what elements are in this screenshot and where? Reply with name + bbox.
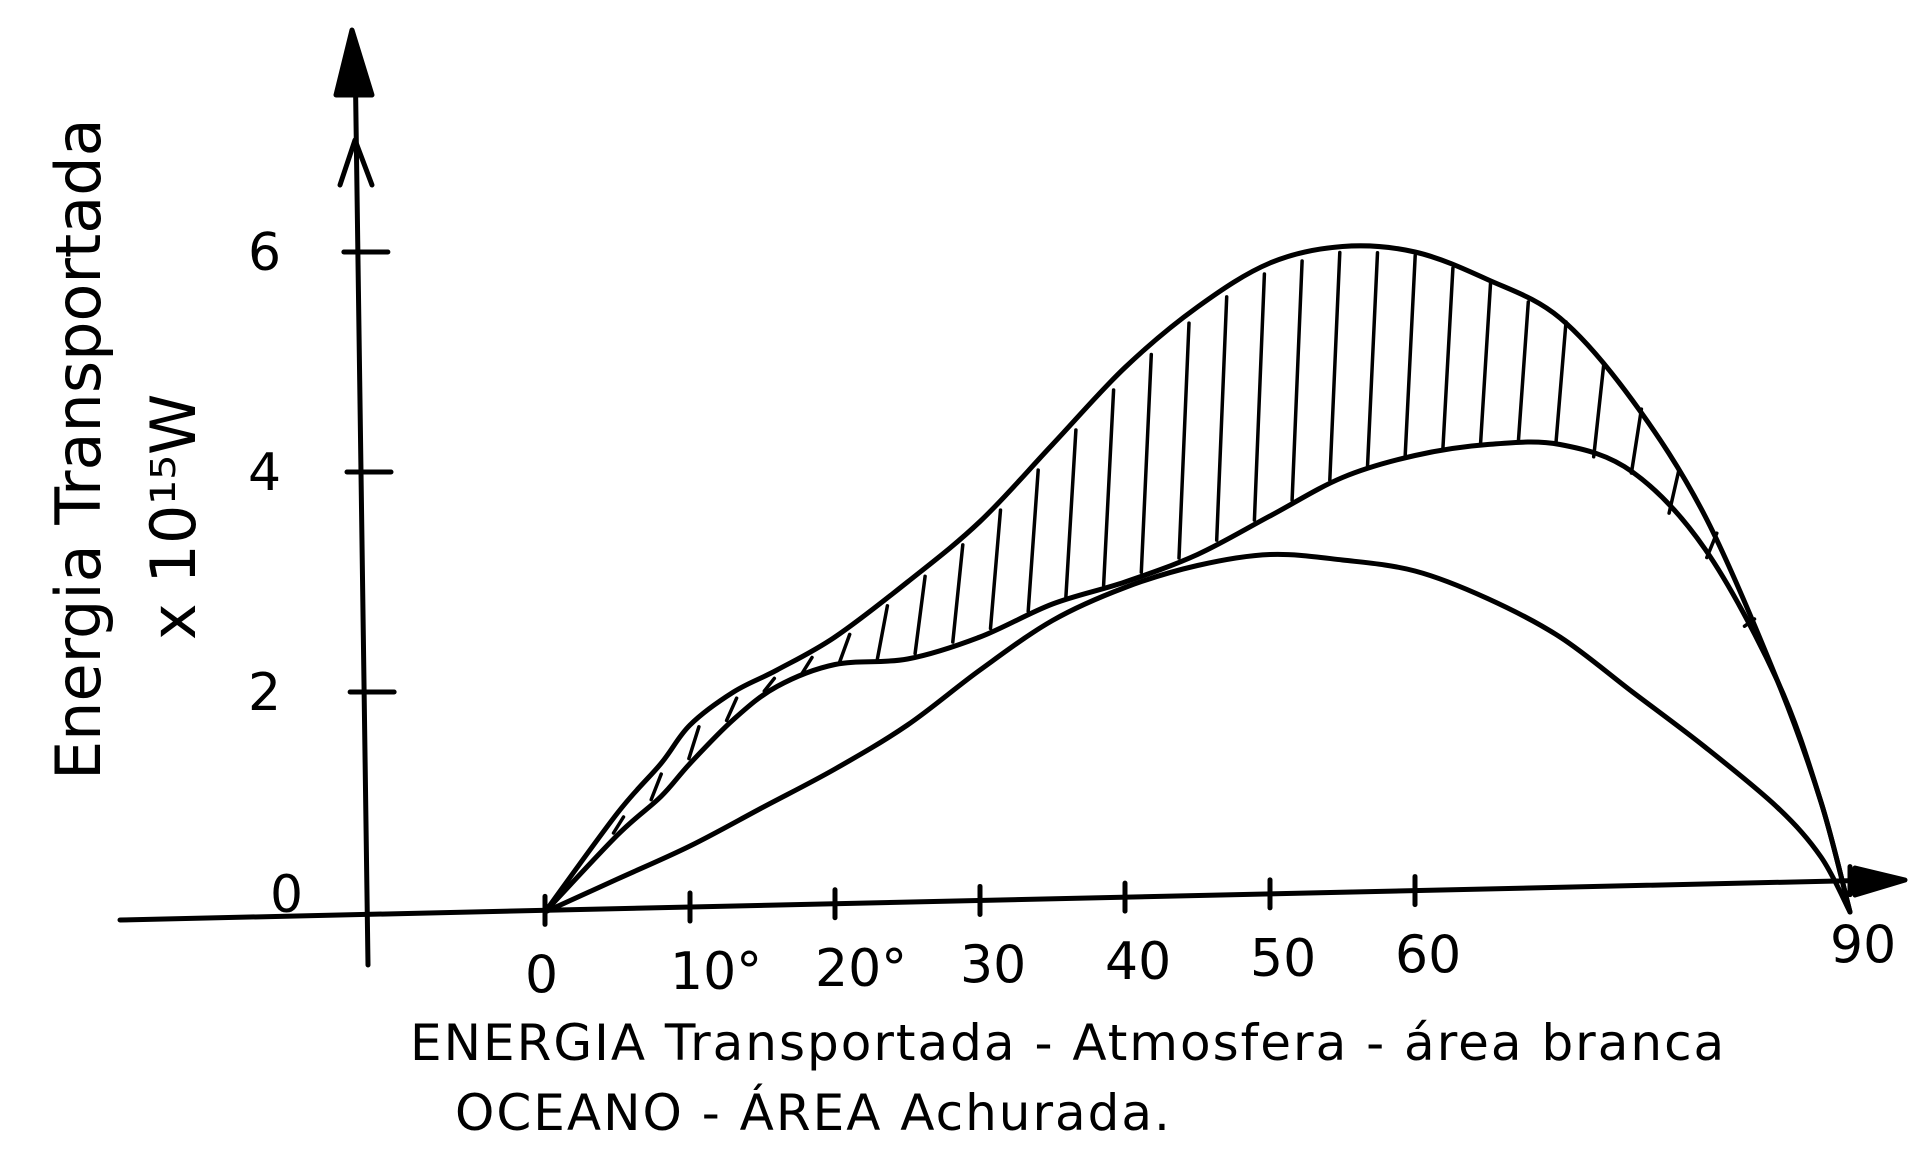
hatch-line	[1403, 253, 1417, 458]
hatch-line	[1139, 352, 1154, 575]
y-tick-label: 2	[248, 663, 281, 723]
x-tick-label: 10°	[670, 942, 762, 1002]
hatch-line	[1365, 250, 1380, 469]
hatch-line	[1214, 295, 1229, 542]
hatch-line	[837, 632, 852, 664]
atmosphere-boundary-curve	[542, 439, 1853, 915]
hatch-line	[800, 655, 814, 676]
hatch-line	[762, 676, 777, 693]
hatch-line	[1591, 363, 1606, 459]
hatch-line	[1252, 272, 1267, 522]
x-tick-label: 60	[1395, 926, 1461, 986]
hatch-line	[875, 604, 890, 661]
hatch-line	[724, 696, 739, 723]
y-axis-second-arrow-icon	[337, 137, 375, 188]
hatch-line	[1554, 320, 1568, 445]
x-tick-label: 40	[1105, 932, 1171, 992]
hatch-line	[1516, 300, 1531, 445]
hatch-line	[1441, 266, 1455, 451]
hatch-line	[1177, 321, 1191, 560]
x-axis	[117, 877, 1883, 923]
y-ticks: 0 2 4 6	[248, 223, 397, 925]
series-curves	[542, 243, 1853, 915]
hatch-line	[913, 574, 927, 656]
caption-line2: OCEANO - ÁREA Achurada.	[455, 1083, 1172, 1142]
y-axis-label: Energia Transportada x 10¹⁵W	[42, 118, 210, 780]
x-tick-label: 0	[525, 945, 558, 1005]
hatch-line	[1101, 388, 1116, 588]
y-axis-label-line1: Energia Transportada	[42, 118, 115, 780]
hatch-line	[1064, 428, 1078, 599]
hatch-line	[988, 508, 1003, 631]
hatch-line	[1478, 280, 1493, 445]
x-tick-label: 20°	[815, 939, 907, 999]
hatch-line	[687, 725, 701, 761]
hatch-line	[649, 772, 663, 802]
x-tick-label: 50	[1250, 929, 1316, 989]
caption-line1: ENERGIA Transportada - Atmosfera - área …	[410, 1014, 1726, 1072]
y-axis-label-line2: x 10¹⁵W	[137, 394, 210, 640]
x-ticks: 0 10° 20° 30 40 50 60 90	[525, 864, 1896, 1005]
x-tick-label: 30	[960, 935, 1026, 995]
hatch-line	[951, 543, 965, 644]
hatch-line	[1290, 259, 1304, 502]
total-transport-curve	[542, 243, 1853, 915]
hatch-line	[1328, 250, 1342, 482]
lower-curve	[542, 551, 1853, 915]
y-axis-arrow-icon	[333, 27, 375, 98]
y-tick-label: 0	[270, 865, 303, 925]
y-tick-label: 4	[248, 443, 281, 503]
hatch-line	[1629, 407, 1644, 475]
hatch-line	[1026, 468, 1040, 613]
ocean-hatched-area	[611, 250, 1757, 835]
y-axis	[352, 47, 371, 968]
hatch-line	[611, 815, 626, 835]
x-axis-arrow-icon	[1852, 865, 1908, 898]
x-tick-label: 90	[1830, 916, 1896, 976]
y-tick-label: 6	[248, 223, 281, 283]
